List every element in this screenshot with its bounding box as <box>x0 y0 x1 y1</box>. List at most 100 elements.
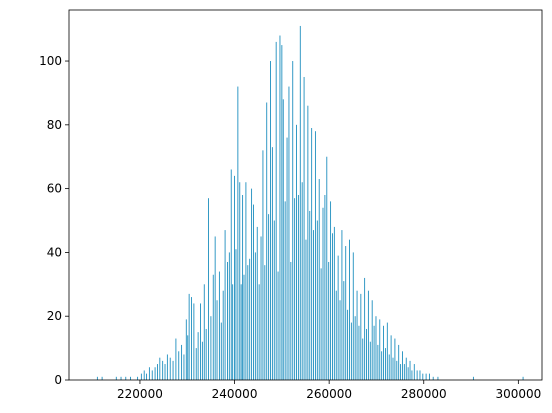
histogram-bar <box>264 265 266 380</box>
histogram-bar <box>214 236 216 380</box>
histogram-bar <box>275 41 277 381</box>
histogram-bar <box>383 325 384 380</box>
histogram-bar <box>301 182 303 380</box>
histogram-bar <box>210 316 212 380</box>
histogram-bar <box>216 300 218 380</box>
histogram-bar <box>96 376 98 380</box>
histogram-bar <box>320 268 322 380</box>
histogram-bar <box>375 316 377 380</box>
histogram-bar <box>352 252 354 380</box>
histogram-bar <box>101 376 103 380</box>
histogram-bar <box>371 300 373 380</box>
histogram-bar <box>169 357 171 380</box>
histogram-bar <box>277 271 279 380</box>
histogram-bar <box>299 25 301 381</box>
histogram-bar <box>191 297 192 380</box>
histogram-bar <box>367 290 369 380</box>
histogram-bar <box>130 376 131 380</box>
x-tick-label: 260000 <box>306 387 352 401</box>
histogram-bar <box>398 344 400 380</box>
histogram-bar <box>270 61 271 380</box>
histogram-bar <box>268 214 270 380</box>
histogram-bar <box>360 293 362 380</box>
histogram-bar <box>522 376 524 380</box>
histogram-bar <box>242 195 244 380</box>
histogram-bar <box>413 364 415 380</box>
histogram-bar <box>296 124 297 381</box>
histogram-bar <box>172 360 174 380</box>
histogram-bar <box>245 182 247 380</box>
histogram-bar <box>339 300 341 380</box>
histogram-bar <box>330 201 332 380</box>
histogram-bar <box>247 265 249 380</box>
histogram-bar <box>390 335 392 380</box>
histogram-bar <box>337 255 339 380</box>
histogram-bar <box>309 210 311 380</box>
histogram-bar <box>432 376 434 380</box>
histogram-bar <box>224 230 226 380</box>
histogram-bar <box>407 367 409 380</box>
histogram-bar <box>366 328 367 380</box>
histogram-bar <box>220 322 222 380</box>
histogram-bar <box>358 325 360 380</box>
histogram-bar <box>377 344 379 380</box>
histogram-bar <box>419 370 421 380</box>
histogram-bar <box>341 230 343 380</box>
histogram-bar <box>316 220 318 380</box>
histogram-bar <box>148 367 150 380</box>
histogram-bar <box>313 230 314 380</box>
x-tick-label: 300000 <box>495 387 541 401</box>
histogram-bar <box>240 284 242 380</box>
histogram-bar <box>162 360 164 380</box>
histogram-bar <box>230 169 232 380</box>
histogram-bar <box>256 226 258 380</box>
histogram-bar <box>178 351 180 380</box>
histogram-bar <box>322 207 324 380</box>
histogram-bar <box>425 373 427 380</box>
histogram-bar <box>364 277 366 380</box>
histogram-bar <box>286 137 288 380</box>
histogram-bar <box>159 357 161 380</box>
histogram-bar <box>396 360 398 380</box>
histogram-bar <box>402 351 403 380</box>
histogram-bar <box>157 364 158 380</box>
histogram-bar <box>232 284 234 380</box>
plot-frame <box>68 9 543 381</box>
histogram-bar <box>260 236 262 380</box>
histogram-bar <box>354 316 356 380</box>
histogram-bar <box>284 201 286 380</box>
histogram-bar <box>379 319 381 380</box>
histogram-bar <box>237 86 239 380</box>
histogram-bar <box>208 198 209 380</box>
histogram-bar <box>350 322 352 380</box>
histogram-bar <box>403 364 405 380</box>
histogram-bar <box>333 226 335 380</box>
histogram-bar <box>416 370 418 380</box>
histogram-bar <box>384 348 386 380</box>
histogram-bar <box>290 261 292 380</box>
histogram-bar <box>345 246 347 380</box>
histogram-bar <box>193 303 195 380</box>
histogram-bar <box>195 348 197 380</box>
histogram-bar <box>164 364 166 380</box>
histogram-bar <box>262 150 264 380</box>
histogram-bar <box>373 325 375 380</box>
bars-group <box>96 25 524 381</box>
histogram-bar <box>405 357 407 380</box>
histogram-bar <box>266 102 268 380</box>
histogram-bar <box>472 376 474 380</box>
histogram-bar <box>281 45 283 380</box>
histogram-bar <box>279 35 281 380</box>
y-tick-label: 100 <box>39 54 62 68</box>
histogram-bar <box>143 370 145 380</box>
histogram-bar <box>437 376 439 380</box>
histogram-bar <box>411 370 413 380</box>
histogram-bar <box>212 274 214 380</box>
histogram-bar <box>197 332 199 380</box>
histogram-bar <box>146 373 148 380</box>
histogram-bar <box>297 195 299 380</box>
histogram-bar <box>203 284 205 380</box>
y-tick-label: 80 <box>47 118 62 132</box>
histogram-bar <box>332 233 333 380</box>
